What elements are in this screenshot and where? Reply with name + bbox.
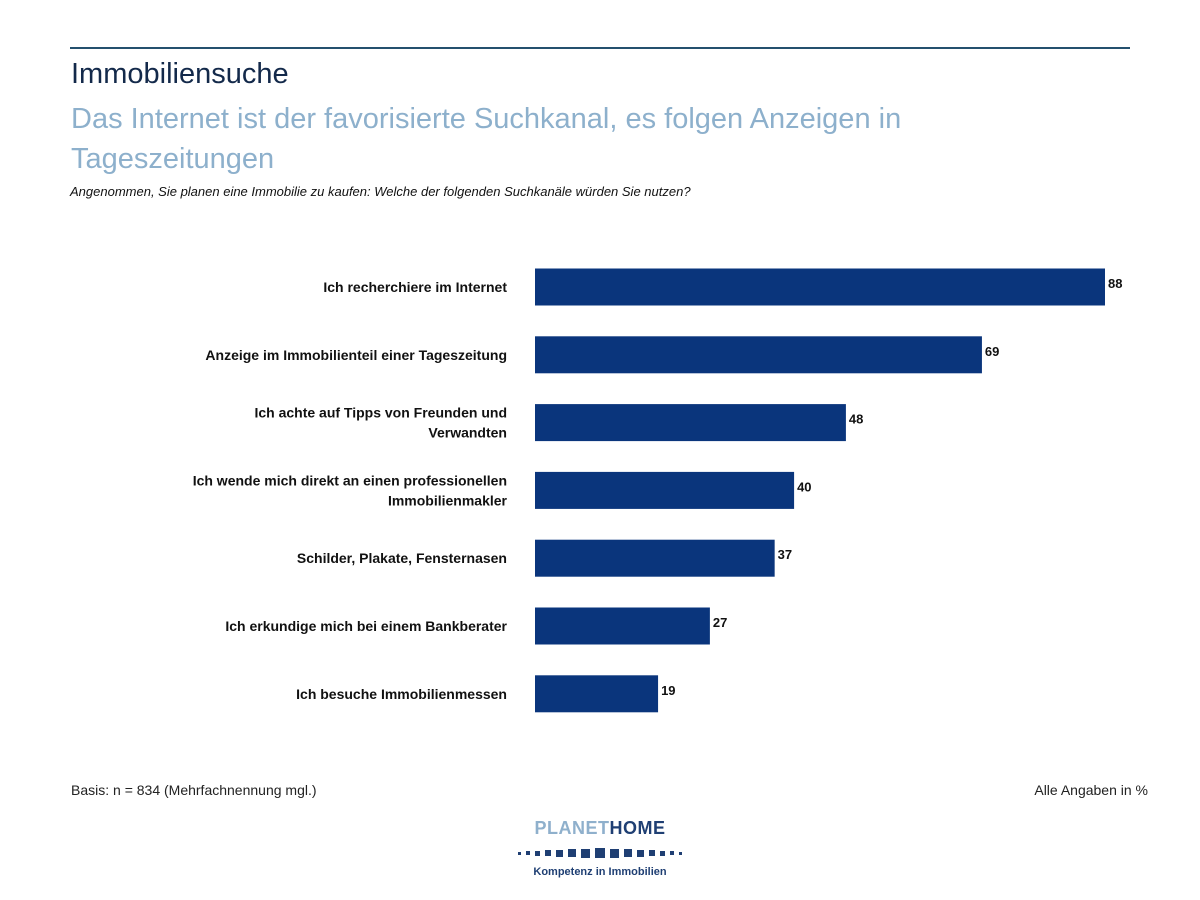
category-label: Ich besuche Immobilienmessen: [296, 686, 507, 702]
logo-wordmark-a: PLANET: [534, 818, 610, 838]
data-label: 40: [797, 479, 811, 494]
logo-tagline: Kompetenz in Immobilien: [533, 866, 667, 878]
category-label: Verwandten: [428, 425, 507, 441]
basis-note: Basis: n = 834 (Mehrfachnennung mgl.): [71, 782, 317, 798]
logo-dot: [556, 849, 563, 857]
bar: [535, 404, 846, 442]
logo-wordmark-b: HOME: [609, 818, 666, 838]
category-label: Ich wende mich direkt an einen professio…: [193, 472, 507, 488]
slide-title: Immobiliensuche: [71, 58, 289, 90]
logo-dot: [581, 848, 590, 858]
category-label: Ich recherchiere im Internet: [323, 279, 507, 295]
header-rule: [70, 47, 1130, 49]
category-label: Immobilienmakler: [388, 492, 508, 508]
logo-dot: [526, 851, 530, 855]
logo-wordmark: PLANETHOME: [480, 818, 720, 839]
logo-dot: [660, 850, 665, 856]
survey-question: Angenommen, Sie planen eine Immobilie zu…: [70, 184, 691, 199]
slide-subtitle: Das Internet ist der favorisierte Suchka…: [71, 103, 902, 175]
logo-dot: [518, 851, 521, 855]
logo-dot: [545, 850, 551, 856]
bar: [535, 268, 1105, 306]
logo-dot: [637, 849, 644, 857]
logo-dot: [670, 851, 674, 855]
logo-dot: [595, 848, 605, 858]
logo-dots: [480, 848, 720, 858]
planethome-logo: PLANETHOME Kompetenz in Immobilien: [480, 818, 720, 878]
logo-dot: [568, 849, 576, 857]
logo-dot: [535, 850, 540, 856]
category-label: Ich achte auf Tipps von Freunden und: [254, 405, 507, 421]
data-label: 69: [985, 344, 999, 359]
bar: [535, 539, 775, 577]
data-label: 19: [661, 683, 675, 698]
data-label: 37: [778, 547, 792, 562]
category-label: Schilder, Plakate, Fensternasen: [297, 550, 507, 566]
category-label: Ich erkundige mich bei einem Bankberater: [225, 618, 507, 634]
data-label: 48: [849, 412, 863, 427]
data-label: 88: [1108, 276, 1122, 291]
bar: [535, 336, 982, 374]
logo-dot: [610, 848, 619, 858]
unit-note: Alle Angaben in %: [1034, 782, 1148, 798]
bar: [535, 607, 710, 645]
bar: [535, 675, 659, 713]
logo-dot: [679, 851, 682, 855]
logo-dot: [649, 850, 655, 856]
category-label: Anzeige im Immobilienteil einer Tageszei…: [205, 347, 507, 363]
logo-dot: [624, 849, 632, 857]
data-label: 27: [713, 615, 727, 630]
bar: [535, 471, 795, 509]
